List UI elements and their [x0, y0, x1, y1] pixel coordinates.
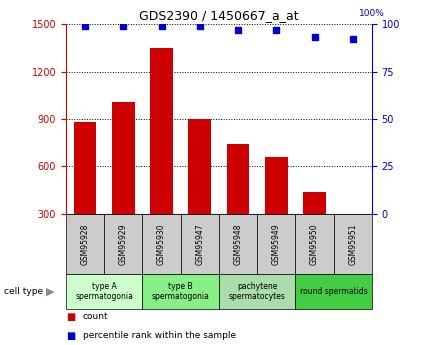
Text: GSM95951: GSM95951: [348, 223, 357, 265]
Bar: [227, 144, 249, 214]
Bar: [74, 122, 96, 214]
Text: type B
spermatogonia: type B spermatogonia: [152, 282, 210, 301]
Text: GSM95928: GSM95928: [80, 224, 90, 265]
Text: GSM95947: GSM95947: [195, 223, 204, 265]
Title: GDS2390 / 1450667_a_at: GDS2390 / 1450667_a_at: [139, 9, 299, 22]
Bar: [112, 102, 135, 214]
Text: type A
spermatogonia: type A spermatogonia: [75, 282, 133, 301]
Text: round spermatids: round spermatids: [300, 287, 368, 296]
Text: ■: ■: [66, 312, 75, 322]
Bar: [303, 192, 326, 214]
Bar: [265, 157, 288, 214]
Text: 100%: 100%: [359, 9, 385, 18]
Text: pachytene
spermatocytes: pachytene spermatocytes: [229, 282, 286, 301]
Bar: [150, 48, 173, 214]
Bar: [341, 214, 364, 215]
Text: percentile rank within the sample: percentile rank within the sample: [83, 331, 236, 340]
Text: GSM95930: GSM95930: [157, 223, 166, 265]
Text: GSM95929: GSM95929: [119, 223, 128, 265]
Text: GSM95949: GSM95949: [272, 223, 281, 265]
Text: ■: ■: [66, 331, 75, 341]
Text: count: count: [83, 312, 108, 321]
Text: ▶: ▶: [46, 287, 54, 296]
Text: GSM95950: GSM95950: [310, 223, 319, 265]
Bar: [188, 119, 211, 214]
Text: cell type: cell type: [4, 287, 43, 296]
Text: GSM95948: GSM95948: [233, 223, 243, 265]
